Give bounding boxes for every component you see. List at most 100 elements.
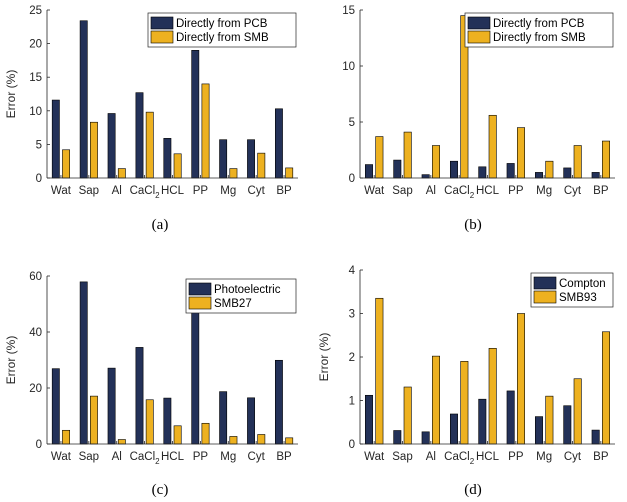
bar-series1-sap <box>393 430 402 445</box>
legend-label-series2: SMB93 <box>559 292 597 304</box>
x-tick-label-subscript: 2 <box>155 191 160 200</box>
y-tick-label: 15 <box>29 72 42 84</box>
y-tick-label: 3 <box>349 309 355 321</box>
x-tick-label-cyt: Cyt <box>564 451 582 463</box>
y-tick-label: 25 <box>29 5 42 17</box>
bars <box>364 15 611 179</box>
x-tick-label-text: Sap <box>79 451 99 463</box>
x-tick-label-sap: Sap <box>79 185 99 197</box>
bar-series1-hcl <box>478 398 487 445</box>
x-tick-label-pp: PP <box>508 451 524 463</box>
bar-series2-mg <box>229 168 238 179</box>
bar-series2-al <box>117 168 126 179</box>
bar-series2-cacl <box>460 361 469 445</box>
x-tick-label-mg: Mg <box>220 451 236 463</box>
axes: 0 5 10 15 Wat Sap Al CaCl2 HCL PP Mg Cyt BP <box>342 5 615 200</box>
legend-label-series1: Photoelectric <box>214 284 281 296</box>
bar-series1-bp <box>591 429 600 445</box>
x-tick-label-text: Al <box>112 185 122 197</box>
bar-series1-cacl <box>449 413 458 445</box>
bar-series1-pp <box>506 163 515 179</box>
x-tick-label-text: Cyt <box>564 185 582 197</box>
axes: 0 5 10 15 20 25 Wat Sap Al CaCl2 HCL PP Mg Cyt BP <box>29 5 298 200</box>
bar-series1-al <box>107 113 116 179</box>
legend-swatch-series1 <box>150 16 174 30</box>
x-tick-label-text: Cyt <box>248 185 266 197</box>
x-tick-label-text: HCL <box>476 451 500 463</box>
bar-series2-sap <box>90 121 98 179</box>
x-tick-label-text: HCL <box>476 185 500 197</box>
x-tick-label-text: Wat <box>51 451 72 463</box>
bar-series1-mg <box>219 391 228 445</box>
bar-series1-al <box>107 367 116 445</box>
legend-label-series1: Compton <box>559 278 606 290</box>
bar-series2-mg <box>545 160 554 179</box>
legend-swatch-series2 <box>467 30 491 44</box>
x-tick-label-al: Al <box>112 451 122 463</box>
y-tick-label: 0 <box>36 439 42 451</box>
bar-series2-wat <box>375 136 384 179</box>
bar-series2-hcl <box>488 347 497 445</box>
y-tick-label: 4 <box>349 265 356 277</box>
legend-swatch-series1 <box>467 16 491 30</box>
x-tick-label-text: Sap <box>392 451 412 463</box>
x-tick-label-text: CaCl <box>444 185 470 197</box>
bar-series1-bp <box>591 172 600 179</box>
x-tick-label-text: Al <box>426 185 436 197</box>
x-tick-label-text: CaCl <box>130 185 156 197</box>
y-tick-label: 0 <box>349 439 355 451</box>
y-tick-label: 15 <box>342 5 355 17</box>
bar-series1-cacl <box>135 92 144 179</box>
x-tick-label-cacl: CaCl2 <box>130 185 161 200</box>
x-tick-label-subscript: 2 <box>470 457 475 466</box>
legend: Compton SMB93 <box>530 272 614 308</box>
y-tick-label: 10 <box>342 61 355 73</box>
bar-series2-hcl <box>488 114 497 179</box>
x-tick-label-bp: BP <box>593 451 609 463</box>
bar-series1-sap <box>79 20 88 179</box>
legend-label-series2: Directly from SMB <box>493 32 586 44</box>
bar-series1-wat <box>364 164 373 179</box>
bar-series1-mg <box>219 139 228 179</box>
bar-series2-bp <box>602 331 611 445</box>
y-tick-label: 1 <box>349 396 355 408</box>
x-tick-label-wat: Wat <box>51 451 72 463</box>
x-tick-label-text: HCL <box>161 451 185 463</box>
bars <box>51 281 294 445</box>
bars <box>364 297 611 445</box>
legend-label-series1: Directly from PCB <box>176 18 268 30</box>
x-tick-label-text: Sap <box>392 185 412 197</box>
bar-series2-wat <box>62 149 70 179</box>
x-tick-label-text: PP <box>193 185 209 197</box>
bar-series1-hcl <box>163 138 172 179</box>
x-tick-label-mg: Mg <box>220 185 236 197</box>
x-tick-label-text: BP <box>276 185 292 197</box>
bar-series1-pp <box>191 312 200 445</box>
bar-series1-wat <box>364 394 373 445</box>
legend: Directly from PCB Directly from SMB <box>147 12 297 48</box>
bar-series2-sap <box>403 131 412 179</box>
bar-series2-bp <box>285 437 294 445</box>
x-tick-label-subscript: 2 <box>155 457 160 466</box>
bar-series1-sap <box>79 281 88 445</box>
panel-c: 0 20 40 60 Wat Sap Al CaCl2 HCL PP Mg Cyt BP Error (%… <box>4 271 298 498</box>
bars <box>51 20 294 179</box>
x-tick-label-pp: PP <box>193 185 209 197</box>
x-tick-label-text: CaCl <box>130 451 156 463</box>
x-tick-label-al: Al <box>112 185 122 197</box>
bar-series1-wat <box>51 99 60 179</box>
panel-caption: (d) <box>464 482 482 498</box>
axes: 0 20 40 60 Wat Sap Al CaCl2 HCL PP Mg Cyt BP <box>29 271 298 466</box>
x-tick-label-sap: Sap <box>392 185 412 197</box>
bar-series1-al <box>421 431 430 445</box>
y-tick-label: 20 <box>29 383 42 395</box>
legend-label-series1: Directly from PCB <box>493 18 585 30</box>
bar-series1-mg <box>534 416 543 445</box>
bar-series1-cyt <box>563 167 572 179</box>
legend-swatch-series1 <box>188 282 212 296</box>
panel-a: 0 5 10 15 20 25 Wat Sap Al CaCl2 HCL PP Mg Cyt BP Error… <box>4 5 298 233</box>
x-tick-label-text: PP <box>508 185 524 197</box>
bar-series2-cyt <box>573 145 582 179</box>
panel-caption: (c) <box>152 482 169 498</box>
